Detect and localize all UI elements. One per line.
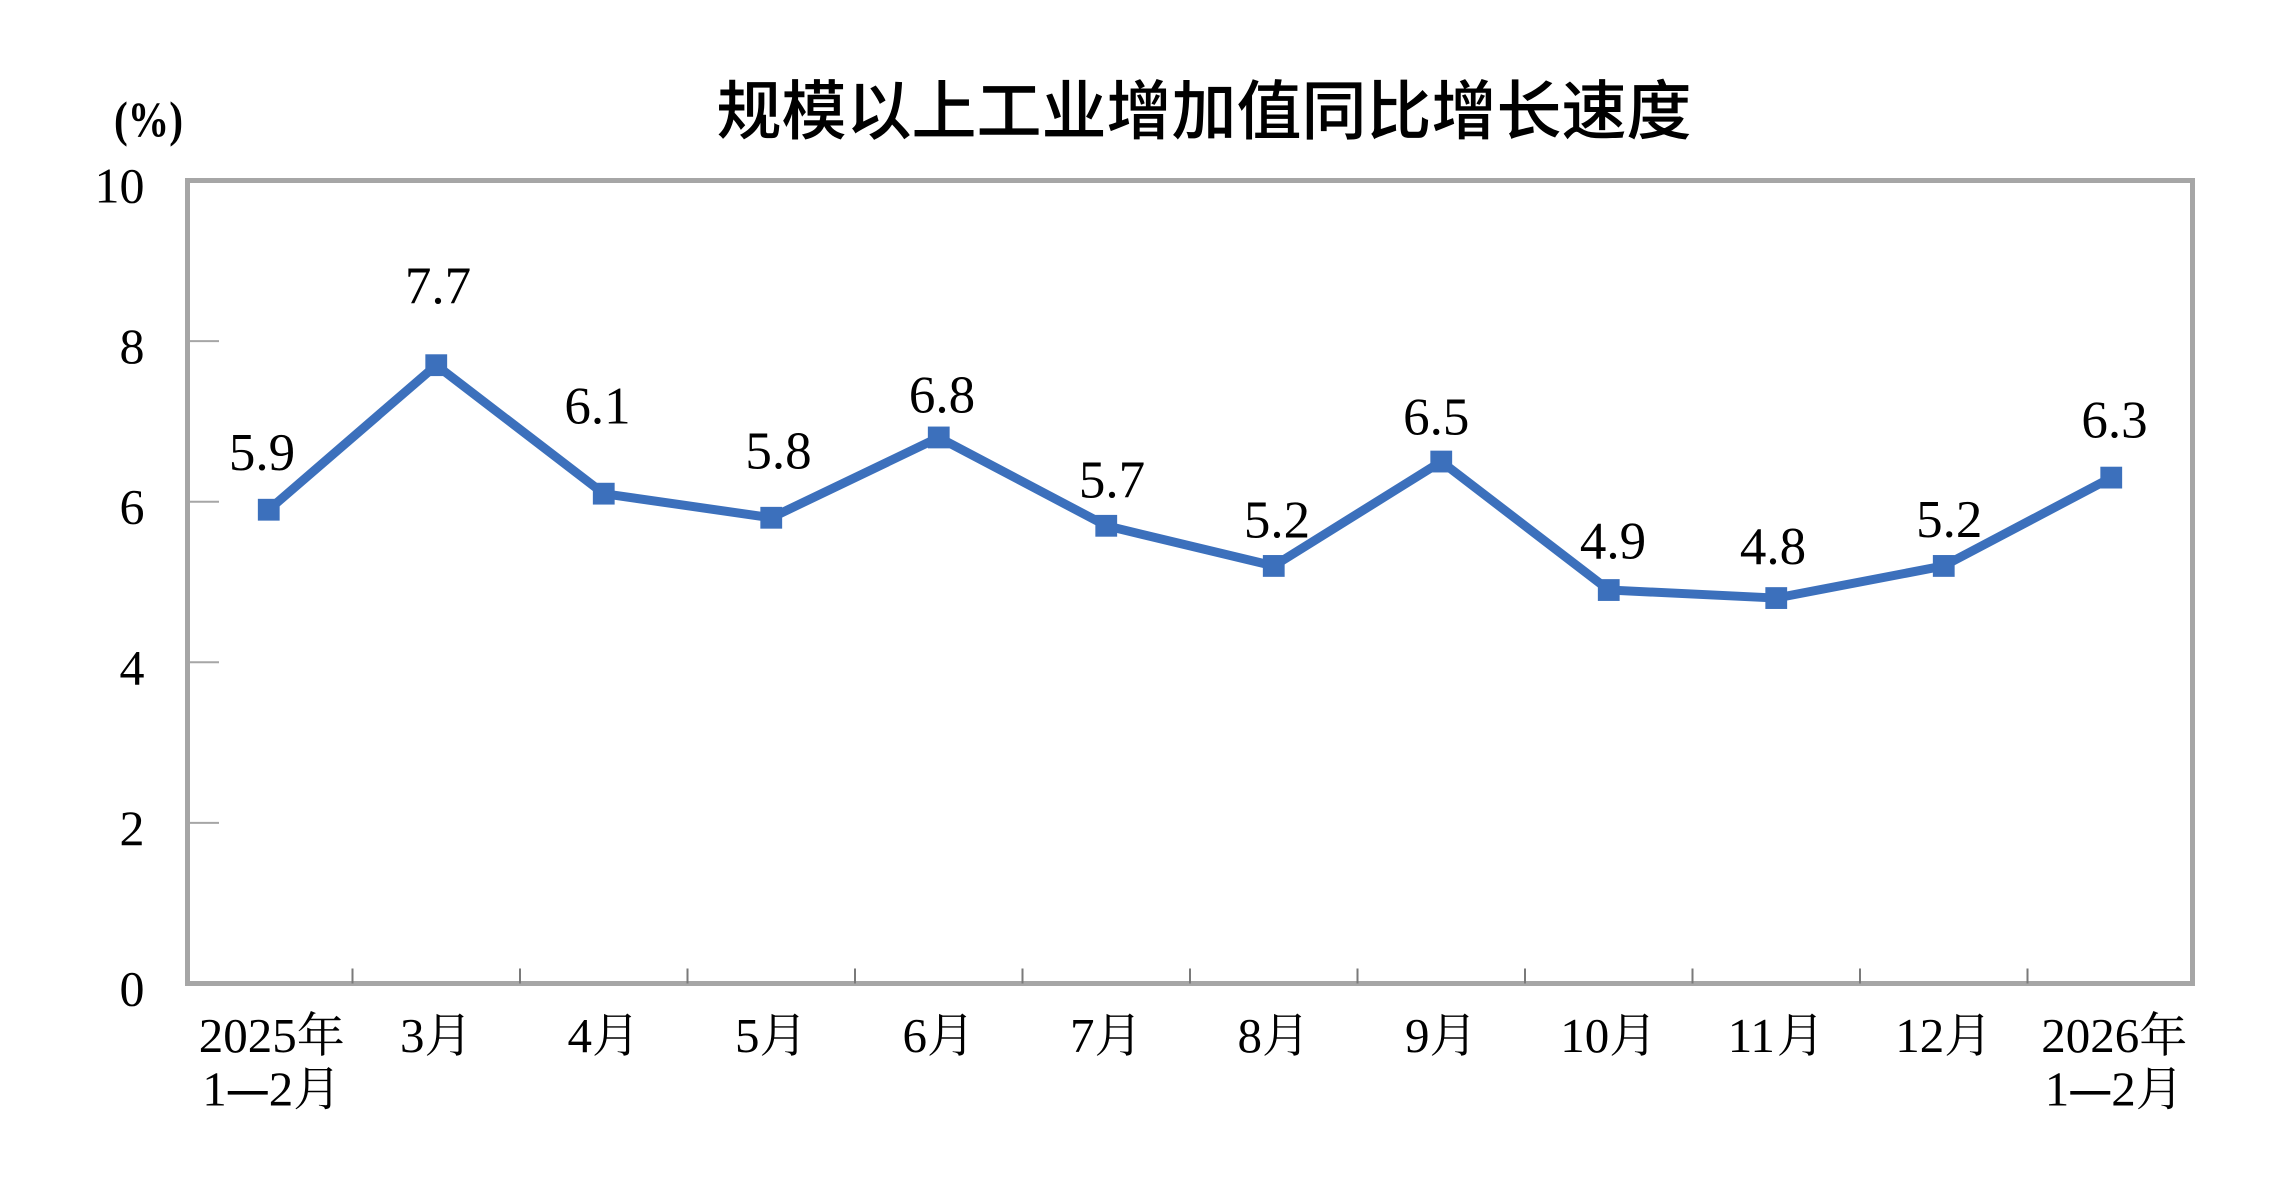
svg-text:12: 12	[1895, 1008, 1944, 1063]
svg-text:5.7: 5.7	[1079, 452, 1145, 510]
svg-text:3: 3	[400, 1008, 425, 1063]
svg-text:0: 0	[120, 961, 145, 1017]
svg-text:7.7: 7.7	[405, 257, 471, 315]
svg-text:5.2: 5.2	[1916, 491, 1982, 549]
svg-text:9: 9	[1405, 1008, 1430, 1063]
svg-text:6: 6	[903, 1008, 928, 1063]
svg-text:6.8: 6.8	[909, 366, 975, 424]
svg-text:5.8: 5.8	[745, 422, 811, 480]
svg-text:4: 4	[120, 639, 145, 695]
svg-text:5.9: 5.9	[229, 424, 295, 482]
svg-text:2025: 2025	[199, 1008, 297, 1063]
svg-text:2026: 2026	[2041, 1008, 2139, 1063]
svg-text:11: 11	[1728, 1008, 1775, 1063]
svg-text:4: 4	[568, 1008, 593, 1063]
svg-text:10: 10	[1560, 1008, 1609, 1063]
svg-text:4.9: 4.9	[1580, 513, 1646, 571]
svg-text:4.8: 4.8	[1740, 518, 1806, 576]
svg-text:2: 2	[2111, 1062, 2136, 1117]
svg-text:6.1: 6.1	[564, 378, 630, 436]
svg-text:7: 7	[1070, 1008, 1095, 1063]
svg-text:5: 5	[735, 1008, 760, 1063]
svg-text:1: 1	[2045, 1062, 2070, 1117]
svg-text:6: 6	[120, 479, 145, 535]
svg-text:8: 8	[120, 318, 145, 374]
svg-text:10: 10	[95, 158, 145, 214]
svg-text:2: 2	[120, 800, 145, 856]
svg-text:2: 2	[269, 1062, 294, 1117]
svg-text:(%): (%)	[114, 91, 183, 147]
svg-text:6.5: 6.5	[1403, 389, 1469, 447]
svg-text:8: 8	[1238, 1008, 1263, 1063]
svg-text:6.3: 6.3	[2081, 392, 2147, 450]
svg-text:5.2: 5.2	[1244, 492, 1310, 550]
svg-text:1: 1	[202, 1062, 227, 1117]
